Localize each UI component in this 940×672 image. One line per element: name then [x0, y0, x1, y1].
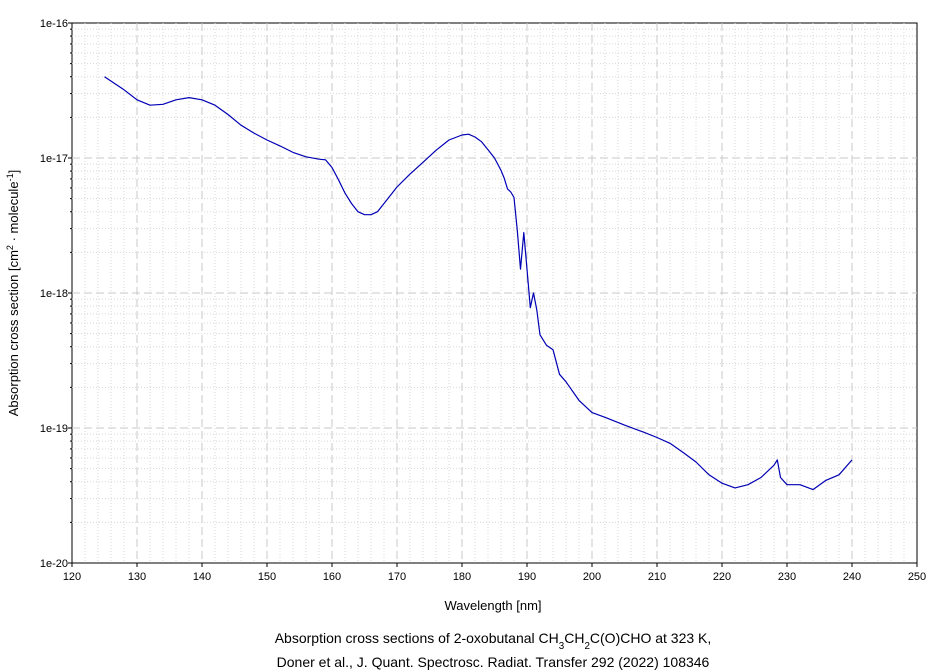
- y-axis-label-part: Absorption cross section [cm: [6, 250, 21, 416]
- y-tick-label: 1e-19: [40, 423, 68, 435]
- x-tick-label: 140: [193, 571, 211, 583]
- x-tick-label: 200: [583, 571, 601, 583]
- x-tick-label: 210: [648, 571, 666, 583]
- x-tick-label: 120: [63, 571, 81, 583]
- y-axis-label: Absorption cross section [cm2 · molecule…: [5, 170, 21, 417]
- chart-title-part: Doner et al., J. Quant. Spectrosc. Radia…: [277, 654, 710, 670]
- x-tick-label: 130: [128, 571, 146, 583]
- x-tick-label: 180: [453, 571, 471, 583]
- y-axis-label-part: ]: [6, 170, 21, 174]
- x-tick-label: 230: [778, 571, 796, 583]
- y-tick-label: 1e-18: [40, 288, 68, 300]
- x-tick-label: 240: [843, 571, 861, 583]
- x-tick-label: 220: [713, 571, 731, 583]
- chart-title-part: C(O)CHO at 323 K,: [590, 630, 711, 646]
- x-tick-label: 190: [518, 571, 536, 583]
- data-line: [104, 76, 853, 491]
- y-tick-label: 1e-16: [40, 18, 68, 30]
- chart-title-part: 2: [584, 641, 589, 652]
- chart-title-part: CH: [564, 630, 584, 646]
- chart-title: Absorption cross sections of 2-oxobutana…: [275, 630, 712, 652]
- y-axis-label-part: -1: [5, 173, 15, 181]
- x-tick-label: 170: [388, 571, 406, 583]
- y-tick-label: 1e-17: [40, 153, 68, 165]
- x-tick-label: 150: [258, 571, 276, 583]
- y-axis-label-part: 2: [5, 245, 15, 250]
- y-axis-label-part: · molecule: [6, 181, 21, 245]
- x-tick-label: 250: [908, 571, 926, 583]
- x-tick-label: 160: [323, 571, 341, 583]
- x-axis-label: Wavelength [nm]: [444, 598, 541, 613]
- chart-title-part: Absorption cross sections of 2-oxobutana…: [275, 630, 559, 646]
- chart-title-part: 3: [559, 641, 565, 652]
- chart-title: Doner et al., J. Quant. Spectrosc. Radia…: [277, 654, 710, 670]
- y-tick-label: 1e-20: [40, 558, 68, 570]
- grid: [72, 23, 917, 563]
